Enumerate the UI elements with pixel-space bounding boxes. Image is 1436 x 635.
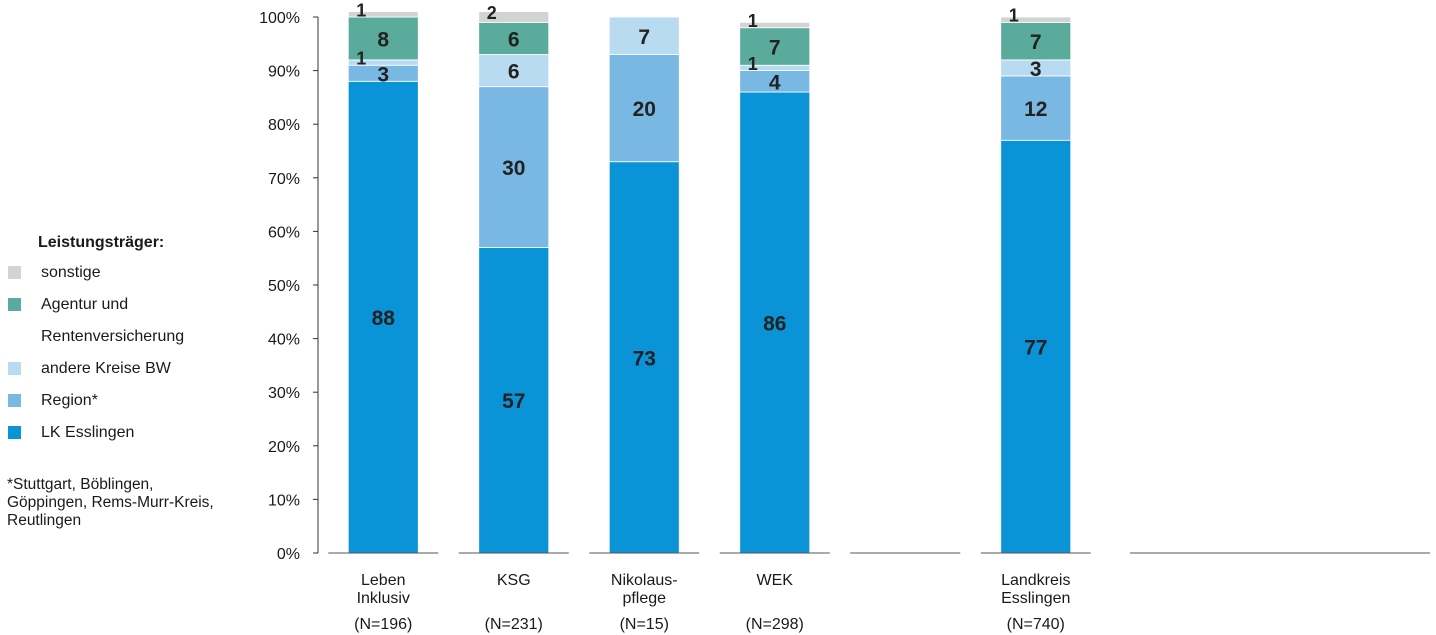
- legend-label: Region*: [41, 392, 98, 409]
- bar-segment: [608, 161, 680, 554]
- data-label: 1: [1009, 6, 1019, 26]
- data-label: 1: [748, 11, 758, 31]
- x-category-n: (N=298): [746, 616, 804, 633]
- y-tick-label: 70%: [268, 171, 300, 188]
- data-label: 1: [356, 0, 366, 20]
- bar-segment: [478, 54, 550, 88]
- data-label: 77: [1024, 337, 1047, 360]
- bar-segment: [739, 27, 811, 66]
- bar-segment: [1000, 139, 1072, 554]
- legend-label: Agentur und Rentenversicherung: [41, 296, 185, 345]
- legend: Leistungsträger: sonstige Agentur und Re…: [8, 232, 184, 454]
- legend-item-region: Region*: [8, 390, 164, 422]
- x-category-n: (N=231): [485, 616, 543, 633]
- legend-swatch: [8, 266, 21, 279]
- data-label: 1: [356, 49, 366, 69]
- bar-segment: [347, 11, 419, 18]
- footnote: *Stuttgart, Böblingen, Göppingen, Rems-M…: [7, 476, 214, 529]
- y-tick-label: 30%: [268, 385, 300, 402]
- legend-swatch: [8, 362, 21, 375]
- data-label: 6: [508, 61, 520, 84]
- data-label: 3: [377, 63, 389, 86]
- bar-segment: [478, 86, 550, 248]
- data-label: 1: [748, 54, 758, 74]
- x-category-n: (N=740): [1007, 616, 1065, 633]
- bar-segment: [1000, 75, 1072, 141]
- x-category-n: (N=15): [620, 616, 669, 633]
- y-tick-label: 50%: [268, 278, 300, 295]
- x-category-n: (N=196): [354, 616, 412, 633]
- legend-label: sonstige: [41, 264, 101, 281]
- legend-item-andere-kreise: andere Kreise BW: [8, 358, 171, 390]
- legend-swatch: [8, 394, 21, 407]
- legend-item-agentur: Agentur und Rentenversicherung: [8, 294, 184, 358]
- y-tick-label: 80%: [268, 117, 300, 134]
- y-tick-label: 90%: [268, 64, 300, 81]
- data-label: 6: [508, 28, 520, 51]
- data-label: 7: [1030, 31, 1042, 54]
- data-label: 2: [487, 3, 497, 23]
- bar-segment: [1000, 21, 1072, 61]
- data-label: 20: [633, 98, 656, 121]
- y-tick-label: 0%: [277, 546, 300, 563]
- legend-swatch: [8, 298, 21, 311]
- x-category-label: Leben Inklusiv: [357, 572, 410, 607]
- legend-label: andere Kreise BW: [41, 360, 171, 377]
- bar-segment: [478, 247, 550, 554]
- data-label: 3: [1030, 58, 1042, 81]
- bar-segment: [608, 16, 680, 55]
- bar-segment: [478, 21, 550, 55]
- bar-segment: [1000, 16, 1072, 23]
- bar-segment: [739, 91, 811, 554]
- bar-segment: [347, 16, 419, 61]
- x-axis: Leben Inklusiv (N=196) KSG (N=231) Nikolaus-p…: [328, 552, 1430, 633]
- data-label: 73: [633, 347, 656, 370]
- x-category-label: WEK: [757, 572, 794, 589]
- y-tick-label: 20%: [268, 439, 300, 456]
- data-label: 8: [377, 28, 389, 51]
- x-category-label: Nikolaus-pflege: [611, 572, 678, 607]
- bar-segment: [739, 21, 811, 29]
- bar-segment: [478, 11, 550, 23]
- data-label: 86: [763, 313, 786, 336]
- data-label: 7: [638, 26, 650, 49]
- legend-item-sonstige: sonstige: [8, 262, 164, 294]
- y-tick-label: 60%: [268, 224, 300, 241]
- legend-item-lk-esslingen: LK Esslingen: [8, 422, 164, 454]
- legend-title: Leistungsträger:: [38, 234, 165, 251]
- data-label: 4: [769, 71, 781, 94]
- data-label: 7: [769, 36, 781, 59]
- x-category-label: Landkreis Esslingen: [1001, 572, 1070, 607]
- bars: [347, 11, 1072, 554]
- data-label: 30: [502, 157, 525, 180]
- data-label: 12: [1024, 98, 1047, 121]
- y-tick-label: 100%: [259, 10, 300, 27]
- data-label: 57: [502, 390, 525, 413]
- legend-swatch: [8, 426, 21, 439]
- bar-segment: [347, 80, 419, 554]
- data-label: 88: [372, 307, 396, 330]
- y-axis: 0% 10% 20% 30% 40% 50% 60% 70% 80% 90% 100%: [259, 10, 319, 563]
- bar-segment: [608, 54, 680, 163]
- y-tick-label: 40%: [268, 332, 300, 349]
- legend-label: LK Esslingen: [41, 424, 135, 441]
- x-category-label: KSG: [497, 572, 531, 589]
- y-tick-label: 10%: [268, 492, 300, 509]
